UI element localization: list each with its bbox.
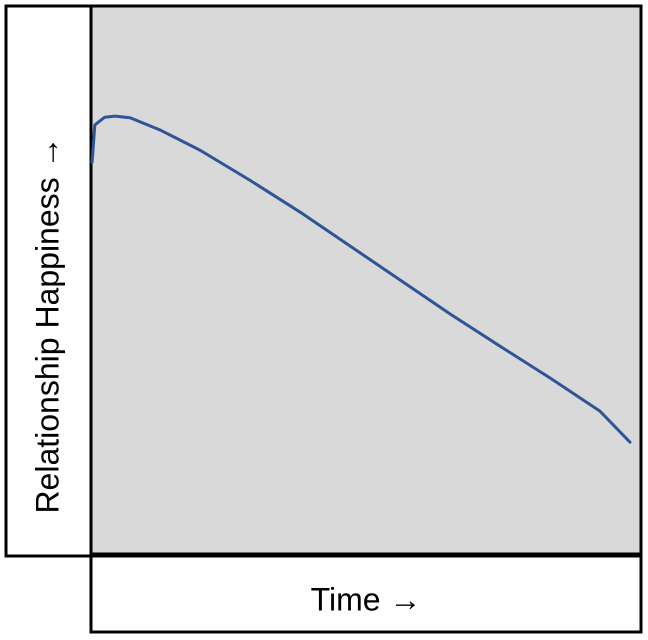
y-axis-label: Relationship Happiness → (29, 136, 65, 513)
y-label-box (4, 4, 93, 558)
x-label-box (89, 554, 643, 634)
plot-area (89, 4, 643, 556)
x-axis-label: Time → (311, 581, 422, 617)
data-line (90, 114, 632, 444)
